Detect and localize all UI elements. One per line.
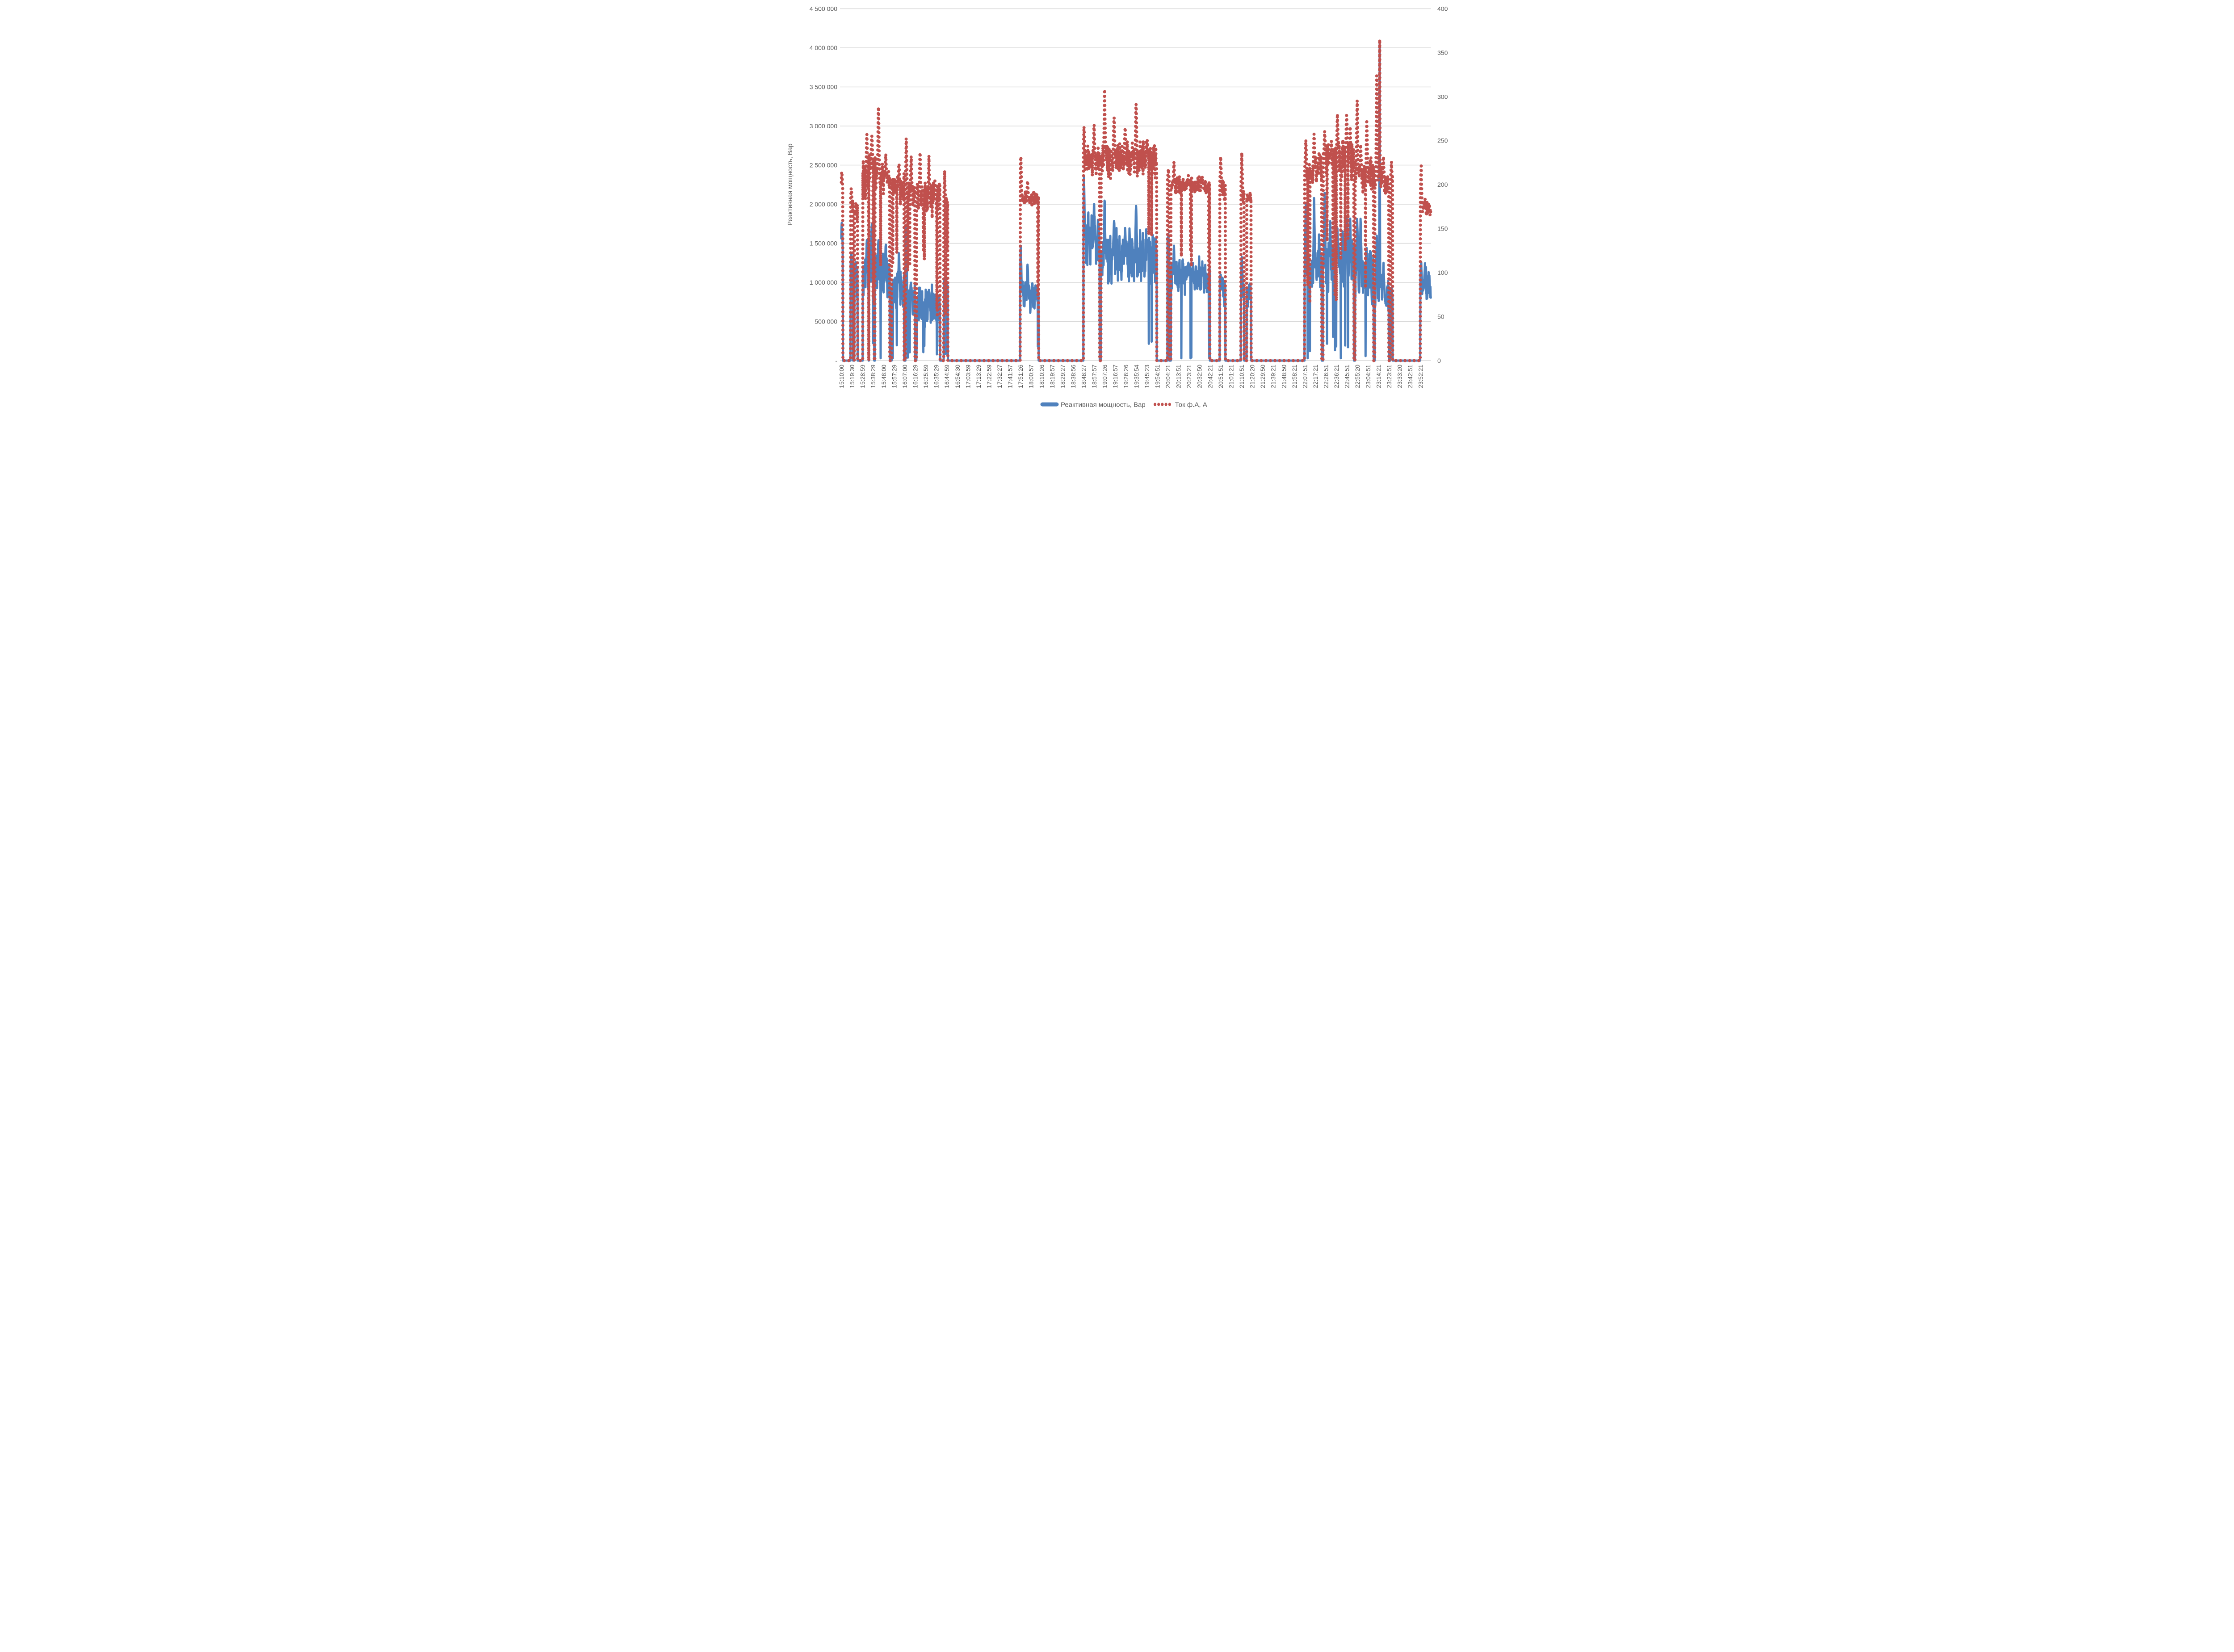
x-axis-tick-label: 20:42:21 <box>1207 365 1214 388</box>
left-axis-tick-label: 4 500 000 <box>810 5 837 12</box>
x-axis-tick-label: 22:17:21 <box>1312 365 1319 388</box>
x-axis-tick-label: 19:16:57 <box>1112 365 1119 388</box>
x-axis-tick-label: 18:57:57 <box>1091 365 1098 388</box>
x-axis-tick-label: 22:45:51 <box>1344 365 1351 388</box>
left-axis-tick-label: - <box>835 357 837 364</box>
right-axis-tick-label: 400 <box>1437 5 1448 12</box>
x-axis-tick-label: 21:01:21 <box>1228 365 1235 388</box>
left-axis-tick-labels: - 500 000 1 000 000 1 500 000 2 000 000 2 500… <box>810 5 838 364</box>
x-axis-tick-label: 15:19:30 <box>849 365 856 388</box>
x-axis-tick-label: 23:52:21 <box>1418 365 1424 388</box>
left-axis-tick-label: 3 500 000 <box>810 83 837 90</box>
x-axis-tick-label: 20:32:50 <box>1197 365 1203 388</box>
x-axis-tick-label: 22:55:20 <box>1354 365 1361 388</box>
x-axis-tick-label: 16:35:29 <box>933 365 940 388</box>
x-axis-tick-label: 19:26:26 <box>1123 365 1130 388</box>
x-axis-tick-label: 16:44:59 <box>944 365 950 388</box>
x-axis-tick-label: 17:41:57 <box>1007 365 1014 388</box>
x-axis-tick-label: 20:13:51 <box>1176 365 1182 388</box>
legend-item-current: Ток ф.А, А <box>1153 401 1207 408</box>
legend-label-reactive-power: Реактивная мощность, Вар <box>1061 401 1146 408</box>
x-axis-tick-label: 20:23:21 <box>1186 365 1193 388</box>
right-axis-tick-label: 250 <box>1437 137 1448 144</box>
legend-dot-swatch <box>1153 403 1157 406</box>
x-axis-tick-label: 17:32:27 <box>996 365 1003 388</box>
left-axis-tick-label: 2 000 000 <box>810 201 837 208</box>
x-axis-tick-label: 18:48:27 <box>1081 365 1088 388</box>
right-axis-tick-label: 350 <box>1437 49 1448 56</box>
right-axis-tick-label: 50 <box>1437 313 1445 320</box>
x-axis-tick-label: 21:58:21 <box>1291 365 1298 388</box>
right-axis-tick-label: 150 <box>1437 225 1448 232</box>
x-axis-tick-label: 18:00:57 <box>1028 365 1035 388</box>
x-axis-tick-label: 23:42:51 <box>1407 365 1414 388</box>
left-axis-title: Реактивная мощность, Вар <box>787 143 794 225</box>
legend-item-reactive-power: Реактивная мощность, Вар <box>1040 401 1146 408</box>
left-axis-tick-label: 1 000 000 <box>810 279 837 286</box>
x-axis-tick-label: 15:28:59 <box>860 365 866 388</box>
x-axis-tick-label: 16:25:59 <box>923 365 929 388</box>
x-axis-tick-label: 18:29:27 <box>1059 365 1066 388</box>
series-current-dotted-line <box>840 38 1432 362</box>
x-axis-tick-labels: 15:10:00 15:19:30 15:28:59 15:38:29 15:48:00… <box>839 365 1424 388</box>
left-axis-tick-label: 3 000 000 <box>810 122 837 130</box>
legend-dot-swatch <box>1164 403 1167 406</box>
x-axis-tick-label: 21:48:50 <box>1281 365 1287 388</box>
x-axis-tick-label: 21:29:50 <box>1260 365 1266 388</box>
x-axis-tick-label: 19:35:54 <box>1133 365 1140 388</box>
x-axis-tick-label: 22:07:51 <box>1302 365 1308 388</box>
x-axis-tick-label: 18:10:26 <box>1038 365 1045 388</box>
x-axis-tick-label: 18:38:56 <box>1070 365 1077 388</box>
x-axis-tick-label: 19:07:26 <box>1102 365 1109 388</box>
right-axis-tick-label: 200 <box>1437 181 1448 188</box>
x-axis-tick-label: 15:57:29 <box>891 365 898 388</box>
x-axis-tick-label: 16:54:30 <box>954 365 961 388</box>
x-axis-tick-label: 17:51:26 <box>1017 365 1024 388</box>
x-axis-tick-label: 23:33:20 <box>1397 365 1403 388</box>
right-axis-tick-label: 0 <box>1437 357 1441 364</box>
x-axis-tick-label: 20:04:21 <box>1165 365 1172 388</box>
legend-dot-swatch <box>1168 403 1171 406</box>
x-axis-tick-label: 23:23:51 <box>1386 365 1393 388</box>
reactive-power-and-current-chart: - 500 000 1 000 000 1 500 000 2 000 000 2 500… <box>779 0 1455 413</box>
x-axis-tick-label: 15:38:29 <box>870 365 877 388</box>
x-axis-tick-label: 20:51:51 <box>1218 365 1224 388</box>
x-axis-tick-label: 16:07:00 <box>902 365 908 388</box>
right-axis-tick-labels: 0 50 100 150 200 250 300 350 400 <box>1437 5 1448 364</box>
legend-label-current: Ток ф.А, А <box>1175 401 1207 408</box>
left-axis-tick-label: 2 500 000 <box>810 161 837 168</box>
legend-dot-swatch <box>1157 403 1160 406</box>
chart-canvas: - 500 000 1 000 000 1 500 000 2 000 000 2 500… <box>779 0 1455 413</box>
legend-dot-swatch <box>1161 403 1164 406</box>
x-axis-tick-label: 18:19:57 <box>1049 365 1056 388</box>
right-axis-tick-label: 100 <box>1437 269 1448 276</box>
x-axis-tick-label: 19:45:23 <box>1144 365 1151 388</box>
x-axis-tick-label: 21:20:20 <box>1249 365 1256 388</box>
x-axis-tick-label: 15:48:00 <box>881 365 887 388</box>
x-axis-tick-label: 23:14:21 <box>1375 365 1382 388</box>
x-axis-tick-label: 17:03:59 <box>965 365 971 388</box>
x-axis-tick-label: 16:16:29 <box>912 365 919 388</box>
left-axis-tick-label: 1 500 000 <box>810 240 837 247</box>
x-axis-tick-label: 19:54:51 <box>1155 365 1161 388</box>
x-axis-tick-label: 21:10:51 <box>1239 365 1245 388</box>
left-axis-tick-label: 500 000 <box>815 318 837 325</box>
right-axis-tick-label: 300 <box>1437 93 1448 100</box>
left-axis-tick-label: 4 000 000 <box>810 44 837 51</box>
x-axis-tick-label: 21:39:21 <box>1270 365 1277 388</box>
x-axis-tick-label: 22:26:51 <box>1323 365 1330 388</box>
x-axis-tick-label: 23:04:51 <box>1365 365 1372 388</box>
x-axis-tick-label: 22:36:21 <box>1333 365 1340 388</box>
x-axis-tick-label: 17:22:59 <box>986 365 993 388</box>
x-axis-tick-label: 17:13:29 <box>975 365 982 388</box>
legend: Реактивная мощность, Вар Ток ф.А, А <box>1040 401 1207 408</box>
x-axis-tick-label: 15:10:00 <box>839 365 845 388</box>
